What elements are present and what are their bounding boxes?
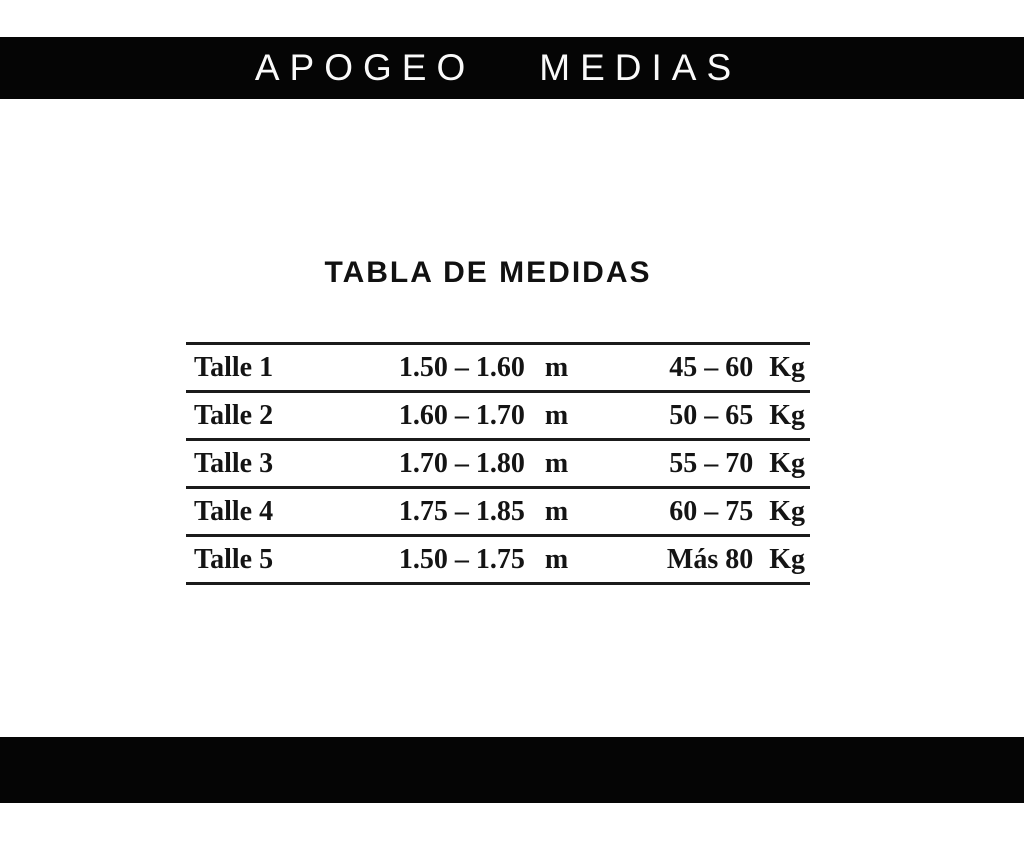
size-label-text: Talle 4 xyxy=(194,495,274,527)
height-range: 1.75 – 1.85 xyxy=(398,495,525,527)
weight-unit: Kg xyxy=(769,351,805,383)
brand-banner: APOGEO MEDIAS xyxy=(0,37,1024,99)
brand-text: APOGEO MEDIAS xyxy=(0,37,1010,99)
size-label-text: Talle 5 xyxy=(194,543,274,575)
size-label-text: Talle 3 xyxy=(194,447,274,479)
size-label: Talle 1 xyxy=(186,352,366,384)
height-cell: 1.60 – 1.70 m xyxy=(366,400,601,432)
brand-word-medias: MEDIAS xyxy=(539,47,742,88)
table-row: Talle 3 1.70 – 1.80 m 55 – 70 Kg xyxy=(186,438,810,486)
height-unit: m xyxy=(544,543,569,575)
weight-cell: 60 – 75 Kg xyxy=(601,496,810,528)
height-unit: m xyxy=(544,351,569,383)
table-row: Talle 4 1.75 – 1.85 m 60 – 75 Kg xyxy=(186,486,810,534)
height-range: 1.70 – 1.80 xyxy=(398,447,525,479)
weight-range: 45 – 60 xyxy=(669,351,754,383)
weight-cell: Más 80 Kg xyxy=(601,544,810,576)
weight-range: 50 – 65 xyxy=(669,399,754,431)
size-table: Talle 1 1.50 – 1.60 m 45 – 60 Kg Talle 2 1.60 … xyxy=(186,342,810,585)
size-label: Talle 4 xyxy=(186,496,366,528)
height-cell: 1.50 – 1.75 m xyxy=(366,544,601,576)
table-row: Talle 1 1.50 – 1.60 m 45 – 60 Kg xyxy=(186,342,810,390)
height-range: 1.50 – 1.75 xyxy=(398,543,525,575)
height-cell: 1.75 – 1.85 m xyxy=(366,496,601,528)
height-unit: m xyxy=(544,447,569,479)
height-range: 1.50 – 1.60 xyxy=(398,351,525,383)
weight-unit: Kg xyxy=(769,447,805,479)
height-cell: 1.70 – 1.80 m xyxy=(366,448,601,480)
page-title: TABLA DE MEDIDAS xyxy=(324,256,652,289)
size-label: Talle 5 xyxy=(186,544,366,576)
weight-cell: 45 – 60 Kg xyxy=(601,352,810,384)
table-row: Talle 2 1.60 – 1.70 m 50 – 65 Kg xyxy=(186,390,810,438)
height-unit: m xyxy=(544,399,569,431)
weight-cell: 50 – 65 Kg xyxy=(601,400,810,432)
table-row: Talle 5 1.50 – 1.75 m Más 80 Kg xyxy=(186,534,810,582)
weight-unit: Kg xyxy=(769,543,805,575)
size-label: Talle 2 xyxy=(186,400,366,432)
size-label-text: Talle 2 xyxy=(194,399,274,431)
weight-range: Más 80 xyxy=(666,543,754,575)
weight-range: 60 – 75 xyxy=(669,495,754,527)
weight-cell: 55 – 70 Kg xyxy=(601,448,810,480)
height-unit: m xyxy=(544,495,569,527)
size-label: Talle 3 xyxy=(186,448,366,480)
weight-range: 55 – 70 xyxy=(669,447,754,479)
height-cell: 1.50 – 1.60 m xyxy=(366,352,601,384)
brand-word-apogeo: APOGEO xyxy=(254,47,476,88)
weight-unit: Kg xyxy=(769,399,805,431)
footer-banner xyxy=(0,737,1024,803)
height-range: 1.60 – 1.70 xyxy=(398,399,525,431)
size-label-text: Talle 1 xyxy=(194,351,274,383)
weight-unit: Kg xyxy=(769,495,805,527)
